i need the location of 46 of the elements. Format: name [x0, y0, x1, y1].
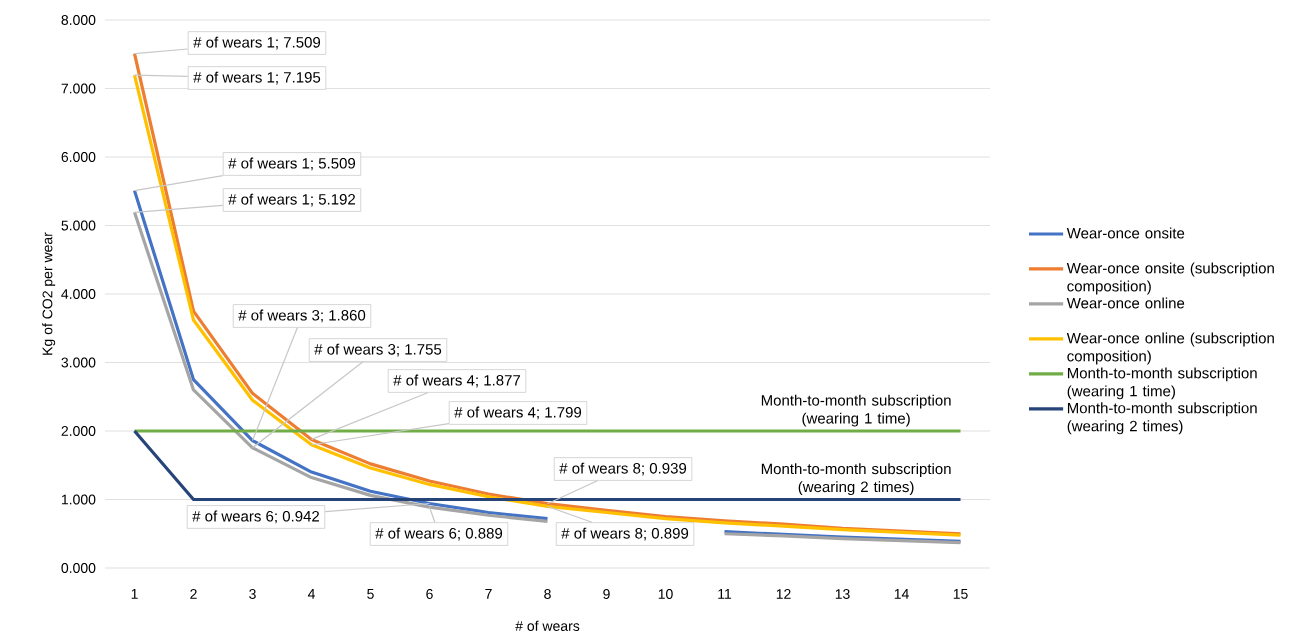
annotation: # of wears 1; 5.192 — [228, 193, 355, 207]
annotation: # of wears 4; 1.799 — [454, 406, 582, 420]
annotation: # of wears 6; 0.889 — [375, 527, 503, 541]
legend-label: Wear-once onsite — [1066, 227, 1185, 239]
annotation: # of wears 3; 1.860 — [238, 309, 366, 323]
legend-label: Wear-once onsite (subscription composition) — [1066, 262, 1274, 295]
x-tick-label: 13 — [835, 589, 850, 599]
y-tick-label: 1.000 — [61, 494, 96, 505]
annotation: Month-to-month subscription (wearing 1 time) — [761, 394, 951, 427]
y-tick-label: 7.000 — [61, 83, 96, 94]
annotation: # of wears 1; 7.509 — [193, 36, 321, 50]
y-tick-label: 4.000 — [61, 289, 96, 299]
y-tick-label: 6.000 — [61, 152, 96, 162]
annotation: # of wears 1; 7.195 — [193, 71, 321, 85]
annotation: Month-to-month subscription (wearing 2 times) — [761, 463, 951, 496]
annotation: # of wears 4; 1.877 — [393, 374, 521, 388]
legend-label: Wear-once online (subscription composition) — [1066, 332, 1274, 365]
x-tick-label: 7 — [485, 589, 492, 599]
y-tick-label: 2.000 — [61, 426, 96, 436]
legend-label: Month-to-month subscription (wearing 1 time) — [1067, 367, 1257, 400]
y-tick-label: 8.000 — [61, 15, 96, 25]
annotation: # of wears 1; 5.509 — [228, 157, 356, 171]
annotation: # of wears 6; 0.942 — [192, 510, 320, 524]
x-tick-label: 8 — [544, 589, 551, 599]
x-tick-label: 1 — [131, 589, 138, 599]
x-axis-title: # of wears — [515, 620, 580, 631]
x-tick-label: 15 — [953, 589, 968, 599]
y-tick-label: 3.000 — [61, 357, 96, 368]
legend-label: Month-to-month subscription (wearing 2 times) — [1067, 402, 1257, 435]
x-tick-label: 2 — [190, 589, 197, 599]
x-tick-label: 10 — [658, 589, 673, 599]
x-tick-label: 11 — [718, 589, 732, 599]
x-tick-label: 6 — [426, 589, 433, 599]
y-axis-title: Kg of CO2 per wear — [42, 232, 56, 355]
x-tick-label: 12 — [776, 589, 791, 599]
x-tick-label: 3 — [249, 589, 256, 599]
annotation: # of wears 3; 1.755 — [314, 343, 442, 357]
x-tick-label: 4 — [307, 589, 315, 599]
x-tick-label: 9 — [603, 589, 610, 599]
legend-label: Wear-once online — [1066, 297, 1185, 309]
annotation: # of wears 8; 0.939 — [559, 462, 687, 476]
y-tick-label: 5.000 — [61, 220, 96, 231]
x-tick-label: 5 — [367, 589, 374, 599]
x-tick-label: 14 — [894, 589, 909, 599]
annotation: # of wears 8; 0.899 — [561, 527, 689, 541]
y-tick-label: 0.000 — [61, 563, 96, 573]
